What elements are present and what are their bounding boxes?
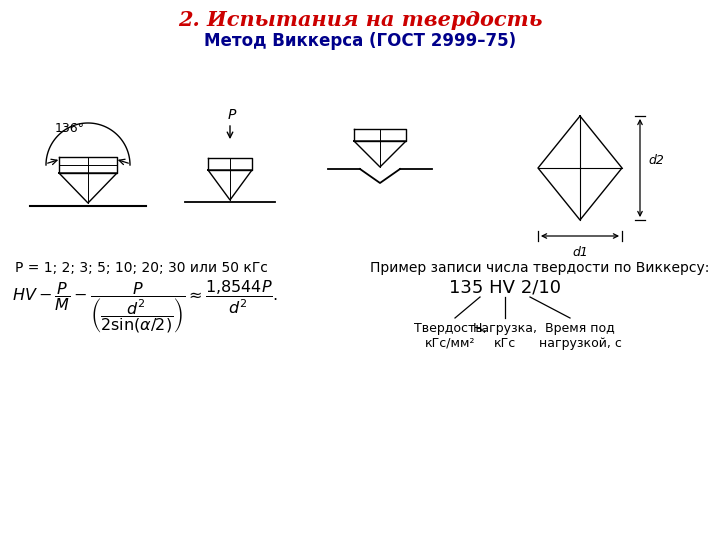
Text: $\mathit{HV} - \dfrac{P}{M} - \dfrac{P}{\left(\dfrac{d^2}{2\sin(\alpha/2)}\right: $\mathit{HV} - \dfrac{P}{M} - \dfrac{P}{… [12, 279, 278, 335]
Text: P: P [228, 108, 236, 122]
Text: 2. Испытания на твердость: 2. Испытания на твердость [178, 10, 542, 30]
Polygon shape [59, 173, 117, 203]
Text: Пример записи числа твердости по Виккерсу:: Пример записи числа твердости по Виккерс… [370, 261, 709, 275]
Polygon shape [59, 157, 117, 173]
Polygon shape [354, 141, 406, 167]
Text: Время под
нагрузкой, с: Время под нагрузкой, с [539, 322, 621, 350]
Text: 136°: 136° [55, 123, 85, 136]
Text: d1: d1 [572, 246, 588, 259]
Text: P = 1; 2; 3; 5; 10; 20; 30 или 50 кГс: P = 1; 2; 3; 5; 10; 20; 30 или 50 кГс [15, 261, 268, 275]
Polygon shape [208, 170, 252, 200]
Text: Нагрузка,
кГс: Нагрузка, кГс [472, 322, 538, 350]
Text: 135 HV 2/10: 135 HV 2/10 [449, 279, 561, 297]
Polygon shape [354, 129, 406, 141]
Polygon shape [538, 116, 622, 220]
Text: Метод Виккерса (ГОСТ 2999–75): Метод Виккерса (ГОСТ 2999–75) [204, 32, 516, 50]
Text: d2: d2 [648, 153, 664, 166]
Text: Твердость,
кГс/мм²: Твердость, кГс/мм² [413, 322, 487, 350]
Polygon shape [208, 158, 252, 170]
